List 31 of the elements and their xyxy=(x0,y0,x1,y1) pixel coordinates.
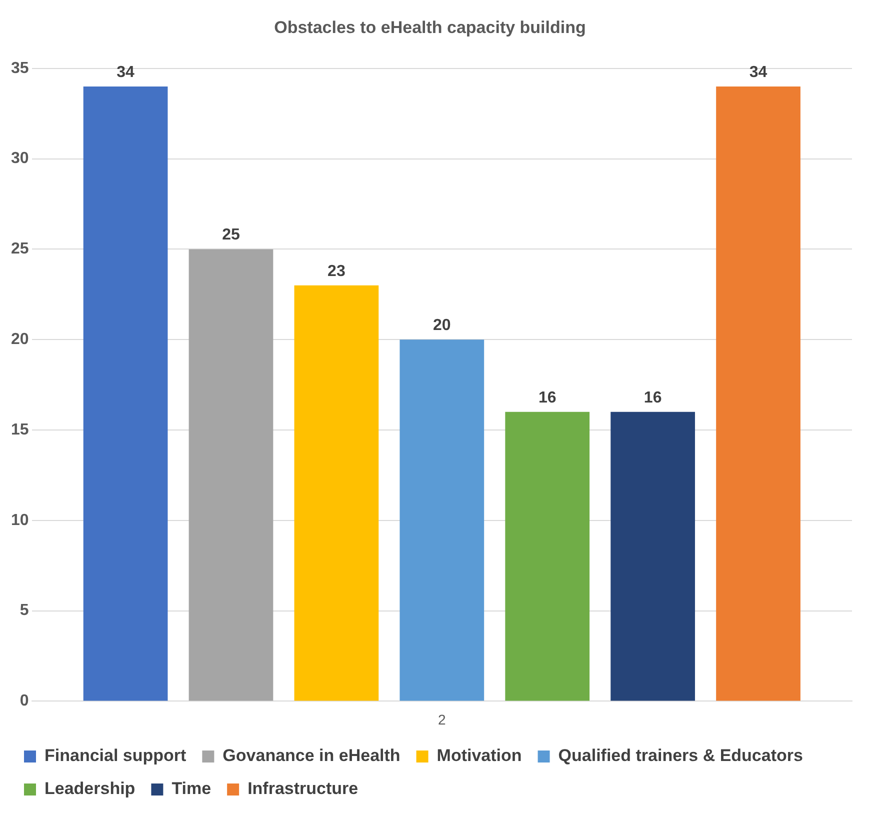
data-label: 16 xyxy=(538,389,556,406)
legend-label: Infrastructure xyxy=(248,779,358,798)
y-tick-label: 30 xyxy=(11,150,29,168)
data-label: 23 xyxy=(328,262,346,280)
y-tick-label: 0 xyxy=(20,692,29,710)
data-label: 20 xyxy=(433,317,451,334)
bar xyxy=(610,412,695,701)
y-tick-label: 15 xyxy=(11,421,29,438)
legend-label: Qualified trainers & Educators xyxy=(558,746,803,766)
bar xyxy=(83,86,168,701)
legend-label: Govanance in eHealth xyxy=(222,746,400,766)
legend-label: Leadership xyxy=(44,779,136,798)
y-tick-label: 25 xyxy=(11,240,29,258)
data-label: 16 xyxy=(644,389,662,406)
bar xyxy=(188,249,274,701)
y-tick-label: 10 xyxy=(11,512,29,529)
data-label: 25 xyxy=(222,226,240,244)
legend-label: Financial support xyxy=(44,746,187,766)
legend-label: Motivation xyxy=(436,746,522,766)
x-tick-label: 2 xyxy=(438,711,446,728)
legend-label: Time xyxy=(172,779,212,798)
bar xyxy=(400,340,484,701)
bar xyxy=(505,412,590,701)
y-tick-label: 5 xyxy=(20,602,29,620)
chart-title: Obstacles to eHealth capacity building xyxy=(274,18,586,37)
bar xyxy=(294,285,379,701)
data-label: 34 xyxy=(116,64,135,81)
y-tick-label: 20 xyxy=(11,331,29,348)
bar xyxy=(716,86,800,701)
y-tick-label: 35 xyxy=(11,60,29,77)
data-label: 34 xyxy=(749,64,768,81)
